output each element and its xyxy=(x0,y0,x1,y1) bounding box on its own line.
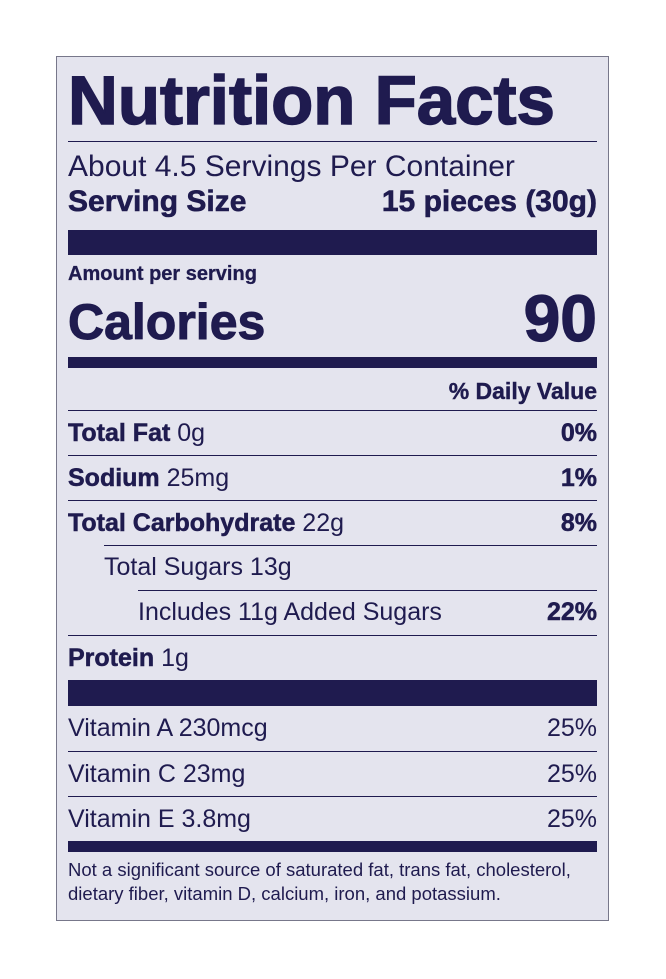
nutrient-dv: 1% xyxy=(560,463,598,492)
nutrient-amount: 0g xyxy=(177,418,206,447)
nutrient-row-sodium: Sodium 25mg 1% xyxy=(68,455,597,500)
nutrient-row-protein: Protein 1g xyxy=(68,635,597,680)
medium-divider xyxy=(68,841,597,852)
divider xyxy=(104,545,597,546)
thick-divider xyxy=(68,230,597,255)
vitamin-dv: 25% xyxy=(546,804,597,833)
nutrient-amount: 1g xyxy=(161,643,189,672)
nutrient-row-total-carbohydrate: Total Carbohydrate 22g 8% xyxy=(68,500,597,545)
calories-value: 90 xyxy=(523,281,598,355)
label-title: Nutrition Facts xyxy=(67,61,555,140)
divider xyxy=(68,141,597,142)
nutrient-row-total-sugars: Total Sugars 13g xyxy=(68,545,597,590)
nutrient-amount: 22g xyxy=(302,508,345,537)
nutrition-label: Nutrition Facts About 4.5 Servings Per C… xyxy=(56,56,609,921)
nutrient-row-total-fat: Total Fat 0g 0% xyxy=(68,410,597,455)
nutrient-name: Includes 11g Added Sugars xyxy=(138,598,442,626)
nutrient-name: Protein xyxy=(68,643,155,672)
nutrient-name: Total Sugars 13g xyxy=(104,553,292,581)
vitamin-row: Vitamin A 230mcg 25% xyxy=(68,706,597,751)
calories-label: Calories xyxy=(67,294,266,351)
nutrient-amount: 25mg xyxy=(166,463,230,492)
nutrient-dv: 8% xyxy=(560,508,598,537)
footnote: Not a significant source of saturated fa… xyxy=(68,859,571,904)
nutrient-dv: 22% xyxy=(546,598,598,627)
thick-divider xyxy=(68,680,597,706)
divider xyxy=(138,590,597,591)
nutrient-name: Sodium xyxy=(68,463,160,492)
amount-per-serving: Amount per serving xyxy=(68,263,257,285)
vitamin-name: Vitamin C 23mg xyxy=(68,759,246,788)
servings-per-container: About 4.5 Servings Per Container xyxy=(68,150,515,183)
vitamin-dv: 25% xyxy=(546,759,597,788)
serving-size-label: Serving Size xyxy=(68,185,247,219)
vitamin-row: Vitamin C 23mg 25% xyxy=(68,751,597,796)
calories-row: Calories 90 xyxy=(67,281,598,355)
nutrient-name: Total Carbohydrate xyxy=(68,508,296,537)
medium-divider xyxy=(68,357,597,368)
nutrient-row-added-sugars: Includes 11g Added Sugars 22% xyxy=(68,590,597,635)
vitamin-name: Vitamin E 3.8mg xyxy=(68,804,251,833)
serving-size: Serving Size 15 pieces (30g) xyxy=(68,184,598,220)
serving-size-value: 15 pieces (30g) xyxy=(381,185,598,219)
daily-value-header: % Daily Value xyxy=(448,378,597,404)
nutrient-dv: 0% xyxy=(560,418,598,447)
nutrient-name: Total Fat xyxy=(68,418,171,447)
vitamin-dv: 25% xyxy=(546,714,597,742)
vitamin-row: Vitamin E 3.8mg 25% xyxy=(68,796,597,841)
vitamin-name: Vitamin A 230mcg xyxy=(68,714,268,742)
